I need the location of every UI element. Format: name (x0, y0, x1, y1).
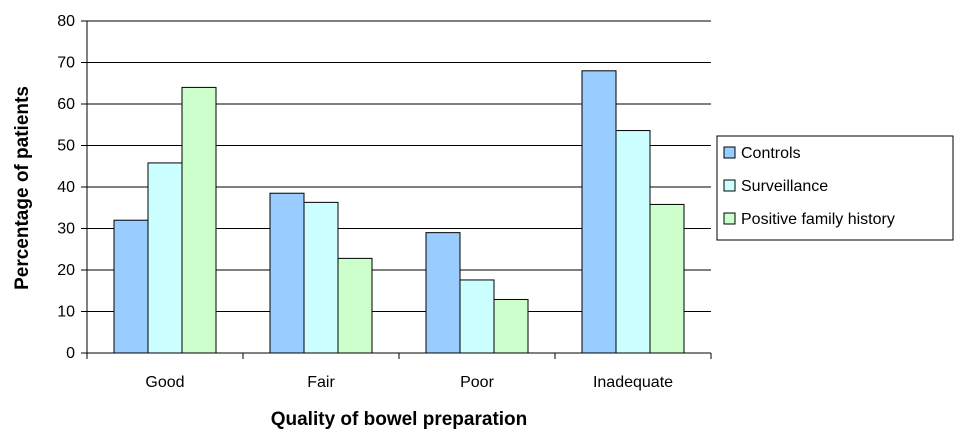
y-tick-label: 0 (66, 345, 75, 362)
x-tick-label: Poor (460, 374, 494, 391)
legend-label: Positive family history (741, 211, 895, 228)
y-tick-label: 50 (57, 138, 75, 155)
legend: Controls Surveillance Positive family hist… (716, 135, 954, 241)
x-axis-title: Quality of bowel preparation (271, 409, 528, 430)
x-tick-label: Fair (307, 374, 335, 391)
y-tick-label: 60 (57, 96, 75, 113)
legend-label: Surveillance (741, 178, 828, 195)
bar-controls-poor (425, 232, 461, 354)
bar-surveillance-good (147, 162, 183, 354)
bar-positive-family-history-poor (493, 298, 529, 354)
legend-swatch (723, 179, 736, 192)
bar-surveillance-fair (303, 201, 339, 354)
legend-frame (716, 135, 954, 241)
bar-surveillance-inadequate (615, 130, 651, 354)
y-tick-label: 40 (57, 179, 75, 196)
x-tick-labels: Good Fair Poor Inadequate (145, 374, 673, 391)
x-tick-label: Inadequate (593, 374, 673, 391)
bar-controls-fair (269, 192, 305, 354)
y-tick-label: 70 (57, 55, 75, 72)
legend-swatch (723, 212, 736, 225)
legend-label: Controls (741, 145, 801, 162)
bar-surveillance-poor (459, 279, 495, 354)
bars (113, 70, 685, 354)
legend-swatch (723, 146, 736, 159)
bar-positive-family-history-fair (337, 257, 373, 354)
legend-items: Controls Surveillance Positive family hist… (723, 145, 895, 228)
x-tick-label: Good (145, 374, 184, 391)
y-tick-label: 10 (57, 304, 75, 321)
bar-controls-inadequate (581, 70, 617, 354)
bar-positive-family-history-inadequate (649, 203, 685, 354)
y-tick-label: 30 (57, 221, 75, 238)
y-tick-label: 80 (57, 13, 75, 30)
bar-controls-good (113, 219, 149, 354)
y-tick-labels: 0 10 20 30 40 50 60 70 80 (57, 13, 87, 362)
y-tick-label: 20 (57, 262, 75, 279)
y-axis-title: Percentage of patients (12, 86, 33, 290)
bar-positive-family-history-good (181, 86, 217, 354)
